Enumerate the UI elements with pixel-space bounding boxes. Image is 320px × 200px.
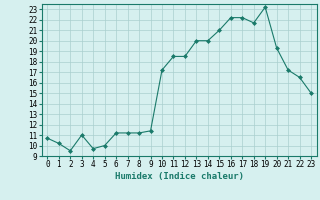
X-axis label: Humidex (Indice chaleur): Humidex (Indice chaleur) bbox=[115, 172, 244, 181]
